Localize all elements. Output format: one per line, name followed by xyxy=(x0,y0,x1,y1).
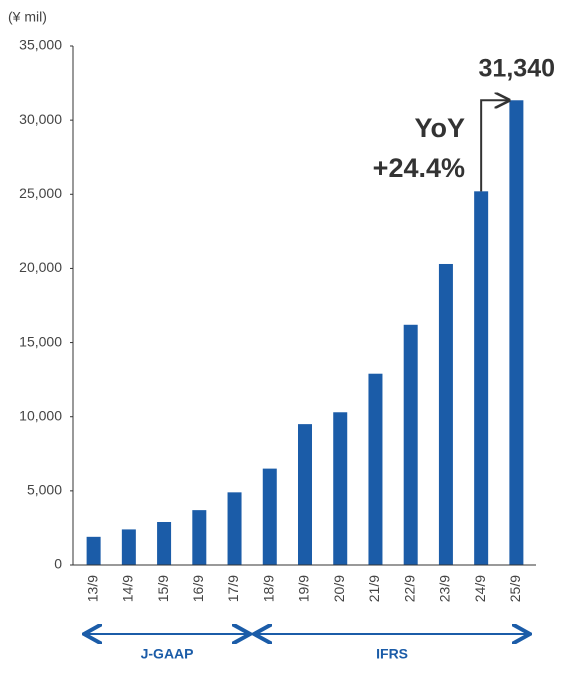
annotation: +24.4% xyxy=(373,153,465,183)
x-tick-label: 16/9 xyxy=(190,575,206,602)
x-tick-label: 17/9 xyxy=(225,575,241,602)
y-tick-label: 0 xyxy=(54,556,62,572)
bar xyxy=(438,263,453,565)
x-tick-label: 23/9 xyxy=(437,575,453,602)
bar xyxy=(509,100,524,565)
y-tick-label: 15,000 xyxy=(19,333,62,349)
x-tick-label: 25/9 xyxy=(507,575,523,602)
y-tick-label: 25,000 xyxy=(19,185,62,201)
bar xyxy=(121,529,136,565)
x-tick-label: 21/9 xyxy=(366,575,382,602)
bar xyxy=(227,492,242,565)
x-tick-label: 24/9 xyxy=(472,575,488,602)
y-tick-label: 30,000 xyxy=(19,111,62,127)
x-tick-label: 18/9 xyxy=(260,575,276,602)
y-tick-label: 10,000 xyxy=(19,407,62,423)
group-label: IFRS xyxy=(376,646,408,662)
x-tick-label: 20/9 xyxy=(331,575,347,602)
bar xyxy=(403,324,418,565)
bar xyxy=(262,468,277,565)
x-tick-label: 14/9 xyxy=(120,575,136,602)
bar xyxy=(192,510,207,565)
x-tick-label: 13/9 xyxy=(84,575,100,602)
x-tick-label: 22/9 xyxy=(401,575,417,602)
bar xyxy=(474,191,489,565)
y-tick-label: 5,000 xyxy=(27,482,62,498)
yoy-connector xyxy=(480,100,508,192)
bar xyxy=(86,536,101,565)
y-tick-label: 35,000 xyxy=(19,37,62,53)
unit-label: (¥ mil) xyxy=(8,9,47,25)
bar xyxy=(333,412,348,565)
group-label: J-GAAP xyxy=(141,646,194,662)
y-tick-label: 20,000 xyxy=(19,259,62,275)
bar xyxy=(157,521,172,565)
value-label: 31,340 xyxy=(479,55,555,83)
annotation: YoY xyxy=(414,113,465,143)
x-tick-label: 19/9 xyxy=(296,575,312,602)
bar xyxy=(368,373,383,565)
x-tick-label: 15/9 xyxy=(155,575,171,602)
bar xyxy=(298,424,312,565)
